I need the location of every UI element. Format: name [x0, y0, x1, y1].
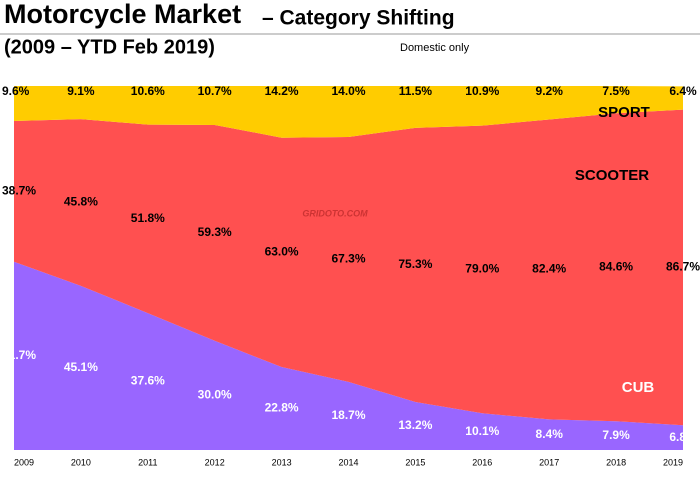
x-tick-label: 2019: [663, 457, 683, 467]
legend-label: CUB: [622, 379, 655, 396]
data-label: 9.2%: [536, 84, 564, 98]
data-label: 11.5%: [399, 84, 433, 98]
x-tick-label: 2011: [138, 457, 157, 467]
data-label: 51.8%: [131, 211, 165, 225]
data-label: 51.7%: [2, 348, 36, 362]
data-label: 9.1%: [67, 84, 95, 98]
data-label: 6.4%: [669, 84, 697, 98]
labels: 51.7% 45.1% 37.6% 30.0% 22.8% 18.7% 13.2% 10.1%…: [2, 84, 700, 467]
data-label: 82.4%: [532, 262, 566, 276]
chart-title-suffix: – Category Shifting: [262, 7, 455, 30]
data-label: 22.8%: [265, 401, 299, 415]
plot-area: [14, 86, 683, 450]
x-tick-label: 2018: [606, 457, 626, 467]
watermark: GRIDOTO.COM: [302, 208, 368, 218]
note: Domestic only: [400, 42, 470, 54]
data-label: 14.0%: [331, 84, 365, 98]
data-label: 75.3%: [398, 257, 432, 271]
x-tick-label: 2016: [472, 457, 492, 467]
x-tick-label: 2013: [272, 457, 292, 467]
legend-label: SCOOTER: [575, 167, 649, 184]
data-label: 10.6%: [131, 84, 165, 98]
data-label: 45.8%: [64, 195, 98, 209]
data-label: 7.9%: [602, 428, 630, 442]
data-label: 8.4%: [536, 427, 564, 441]
x-tick-label: 2015: [405, 457, 425, 467]
data-label: 84.6%: [599, 259, 633, 273]
data-label: 79.0%: [465, 262, 499, 276]
area: [14, 261, 683, 450]
data-label: 9.6%: [2, 84, 30, 98]
legend-label: SPORT: [598, 104, 650, 121]
data-label: 38.7%: [2, 184, 36, 198]
x-tick-label: 2009: [14, 457, 34, 467]
data-label: 7.5%: [602, 84, 630, 98]
data-label: 10.1%: [465, 424, 499, 438]
data-label: 30.0%: [198, 388, 232, 402]
area: [14, 109, 683, 426]
data-label: 45.1%: [64, 360, 98, 374]
x-tick-label: 2017: [539, 457, 559, 467]
data-label: 67.3%: [331, 252, 365, 266]
data-label: 37.6%: [131, 374, 165, 388]
data-label: 63.0%: [265, 245, 299, 259]
data-label: 14.2%: [265, 84, 299, 98]
chart-subtitle: (2009 – YTD Feb 2019): [4, 36, 215, 58]
data-label: 10.9%: [465, 84, 499, 98]
data-label: 86.7%: [666, 260, 700, 274]
data-label: 10.7%: [198, 84, 232, 98]
x-tick-label: 2010: [71, 457, 91, 467]
x-tick-label: 2014: [338, 457, 358, 467]
data-label: 6.8%: [669, 430, 697, 444]
area: [14, 86, 683, 138]
data-label: 18.7%: [331, 408, 365, 422]
data-label: 59.3%: [198, 225, 232, 239]
x-tick-label: 2012: [205, 457, 225, 467]
data-label: 13.2%: [398, 418, 432, 432]
chart-title: Motorcycle Market: [4, 0, 241, 29]
